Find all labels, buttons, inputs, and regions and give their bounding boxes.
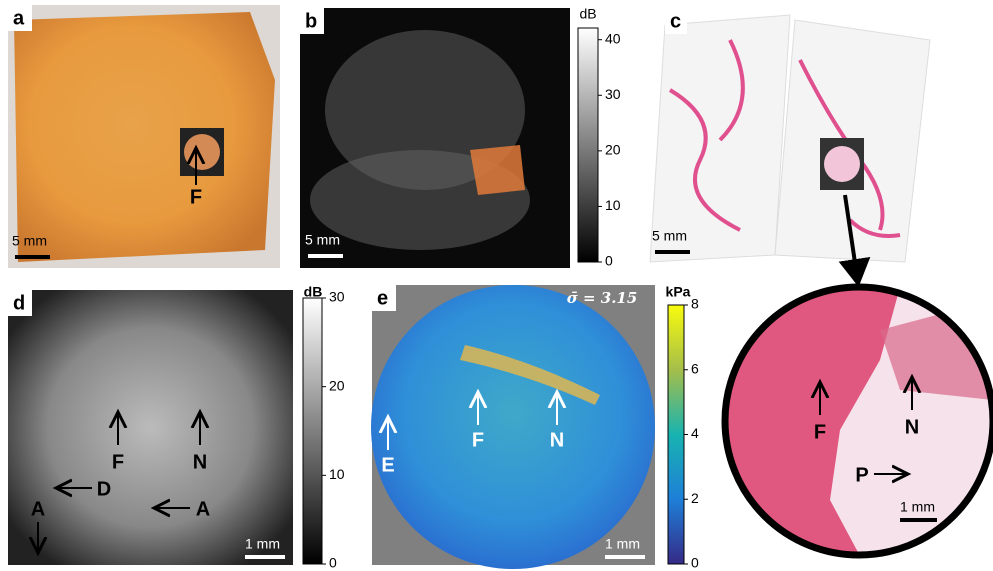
panel-label: d [13, 292, 25, 314]
annotation: N [550, 429, 564, 451]
colorbar-tick-label: 0 [605, 253, 613, 269]
colorbar-tick-label: 30 [605, 86, 621, 102]
scale-label: 5 mm [652, 228, 687, 244]
panel-d: d F N D A A 1 mm dB [8, 284, 322, 565]
colorbar-tick-label: 10 [605, 197, 621, 213]
oct-image [8, 290, 293, 565]
colorbar-tick-label: 0 [329, 555, 337, 571]
annotation: D [97, 478, 111, 500]
scale-label: 1 mm [245, 536, 280, 552]
colorbar-tick-label: 20 [605, 142, 621, 158]
scale-label: 1 mm [900, 499, 935, 515]
roi [470, 145, 525, 195]
panel-e: e σ̄ = 3.15 E F N 1 mm kPa [371, 284, 691, 569]
colorbar-tick-label: 6 [691, 360, 699, 376]
annotation: F [112, 451, 124, 473]
annotation: A [196, 498, 210, 520]
annotation: N [905, 416, 919, 438]
panel-label: a [13, 7, 25, 29]
annotation: F [472, 429, 484, 451]
panel-a: F a 5 mm [8, 5, 280, 268]
panel-label: c [670, 10, 681, 32]
colorbar-tick-label: 10 [329, 466, 345, 482]
annotation: P [855, 464, 868, 486]
panel-inset: F N P 1 mm [725, 287, 993, 556]
colorbar [303, 298, 322, 564]
colorbar-unit: dB [304, 284, 323, 300]
statistic: σ̄ = 3.15 [567, 289, 638, 307]
marker-hole [184, 134, 220, 170]
panel-c: c 5 mm [650, 8, 930, 283]
panel-label: e [377, 287, 388, 309]
annotation: E [381, 454, 394, 476]
colorbar-unit: dB [579, 6, 596, 22]
scale-label: 5 mm [305, 232, 340, 248]
colorbar-tick-label: 0 [691, 555, 699, 571]
colorbar-tick-label: 40 [605, 30, 621, 46]
elastogram [371, 285, 655, 569]
marker-hole [824, 146, 860, 182]
colorbar-tick-label: 2 [691, 490, 699, 506]
colorbar-tick-label: 4 [691, 425, 699, 441]
scale-label: 1 mm [605, 536, 640, 552]
colorbar-unit: kPa [666, 284, 691, 300]
colorbar-tick-label: 8 [691, 296, 699, 312]
figure: F a 5 mm b 5 mm dB c 5 mm F N P 1 mm d [0, 0, 993, 571]
panel-b: b 5 mm dB [300, 6, 598, 268]
panel-label: b [305, 10, 317, 32]
scale-label: 5 mm [12, 233, 47, 249]
annotation: A [31, 498, 45, 520]
annotation: F [814, 421, 826, 443]
tissue-photo [14, 12, 275, 262]
annotation: F [190, 186, 202, 208]
colorbar-tick-label: 30 [329, 289, 345, 305]
annotation: N [193, 451, 207, 473]
colorbar [668, 305, 684, 564]
colorbar [578, 28, 598, 262]
colorbar-tick-label: 20 [329, 377, 345, 393]
